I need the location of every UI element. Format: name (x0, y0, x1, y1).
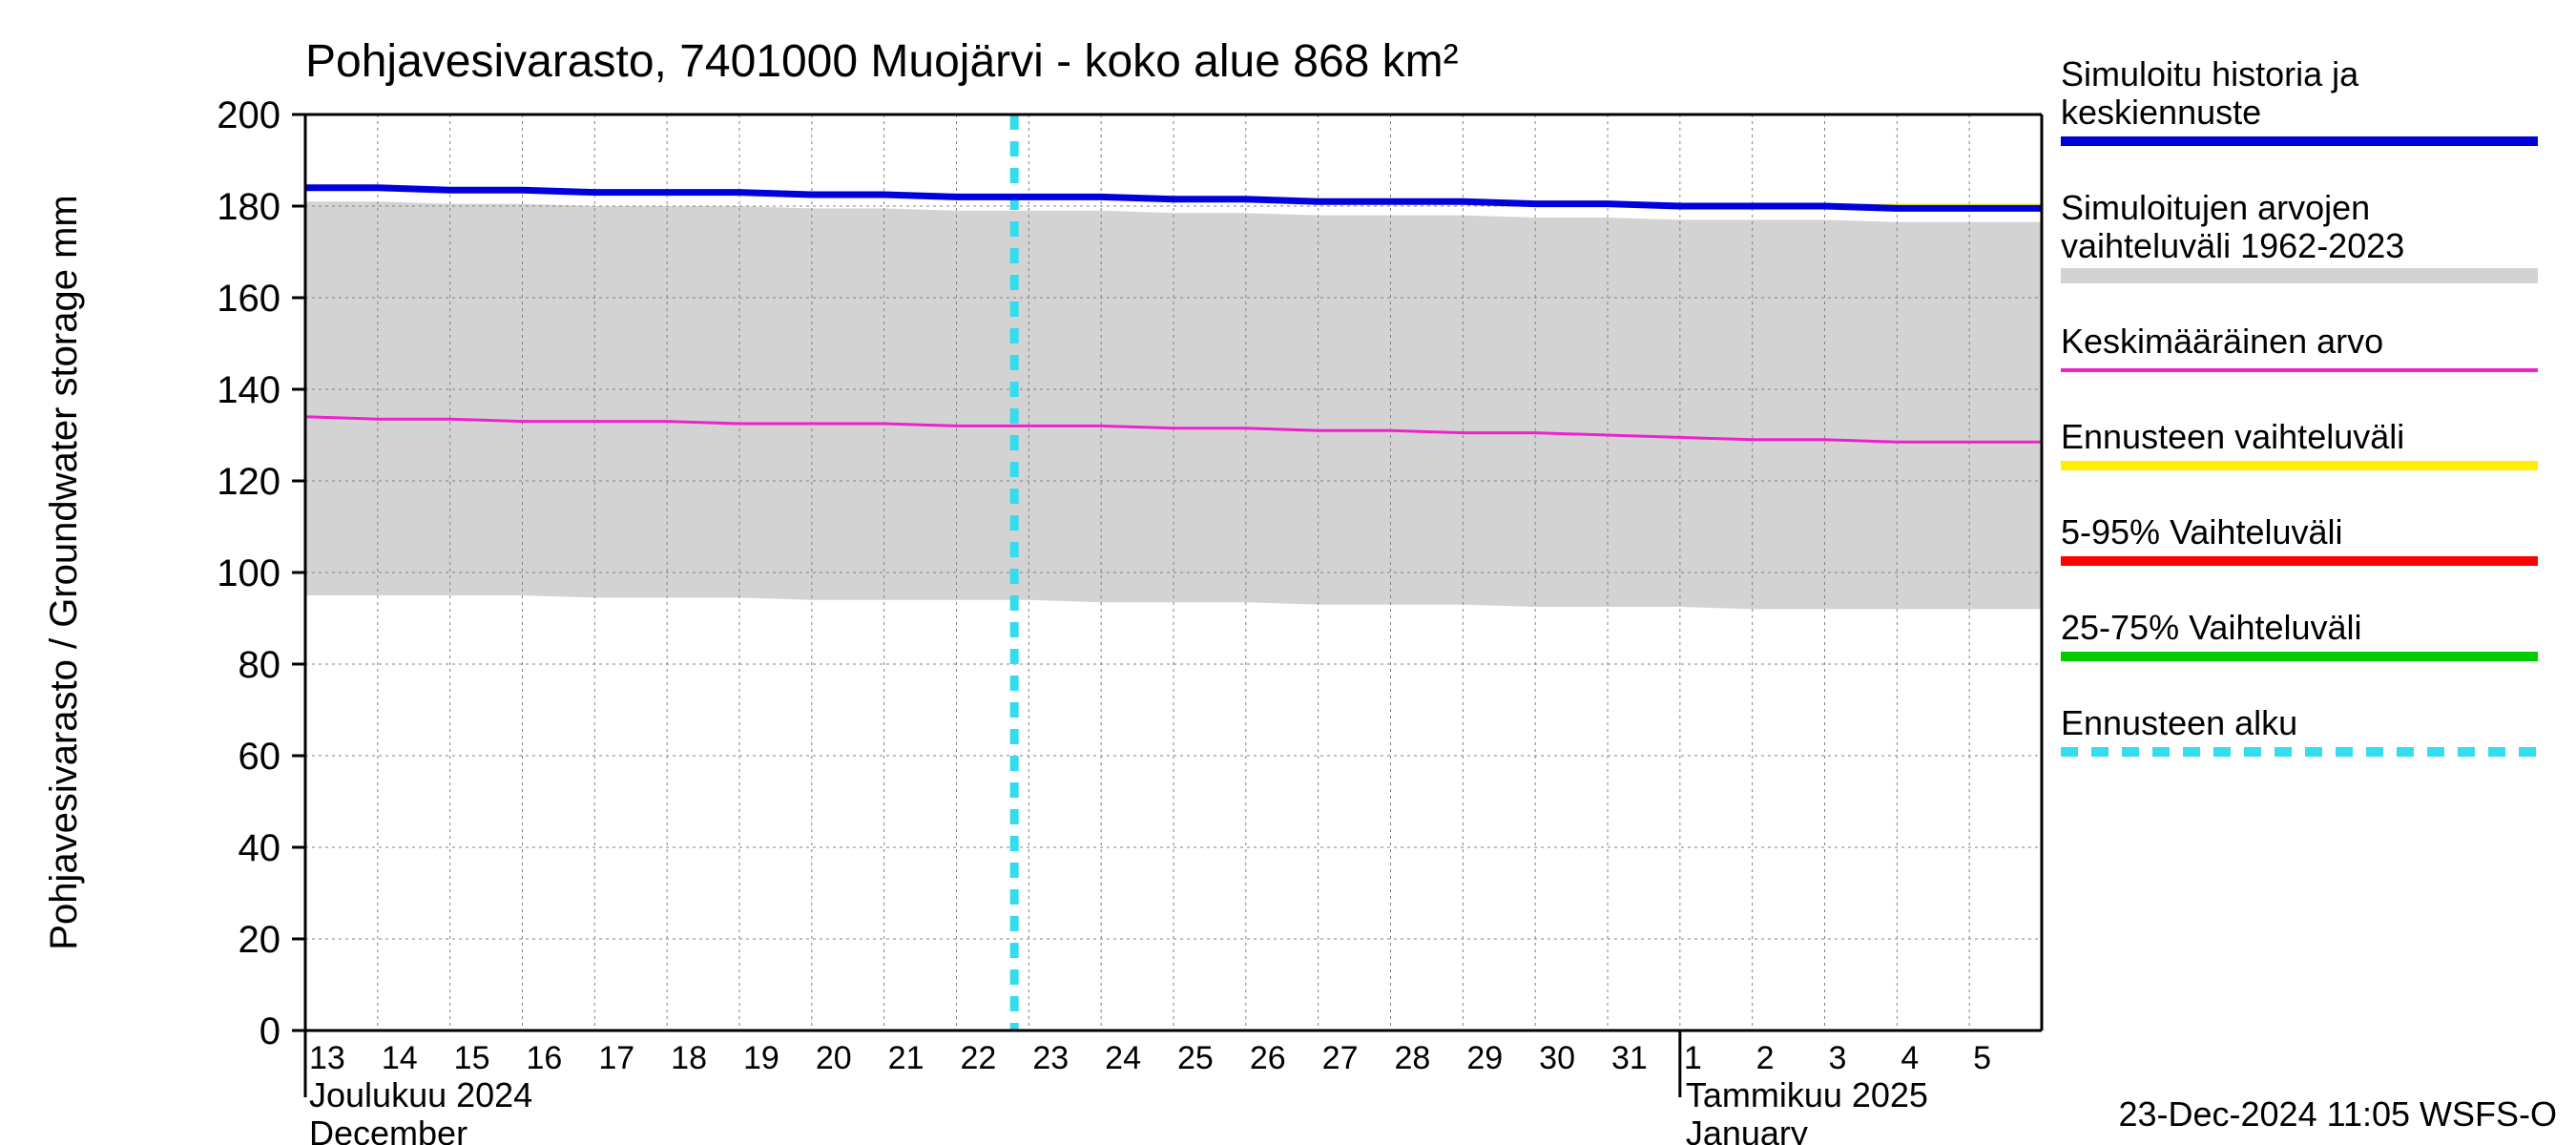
ytick-label: 120 (217, 461, 280, 503)
xtick-label: 24 (1105, 1040, 1141, 1076)
xtick-label: 28 (1395, 1040, 1431, 1076)
legend-swatch (2061, 268, 2538, 283)
xtick-label: 26 (1250, 1040, 1286, 1076)
chart-title: Pohjavesivarasto, 7401000 Muojärvi - kok… (305, 36, 1459, 87)
xtick-label: 13 (309, 1040, 345, 1076)
legend-label: Keskimääräinen arvo (2061, 322, 2383, 361)
xtick-label: 17 (598, 1040, 634, 1076)
xtick-label: 27 (1322, 1040, 1359, 1076)
xtick-label: 22 (961, 1040, 997, 1076)
xtick-label: 18 (671, 1040, 707, 1076)
legend-label: vaihteluväli 1962-2023 (2061, 226, 2404, 265)
chart-svg: 0204060801001201401601802001314151617181… (0, 0, 2576, 1145)
ytick-label: 80 (239, 644, 281, 686)
xtick-label: 4 (1901, 1040, 1919, 1076)
ytick-label: 0 (260, 1010, 280, 1052)
xtick-label: 16 (527, 1040, 563, 1076)
month-label-fi-1: Joulukuu 2024 (309, 1075, 532, 1114)
legend-label: keskiennuste (2061, 93, 2261, 132)
footer-timestamp: 23-Dec-2024 11:05 WSFS-O (2118, 1094, 2557, 1134)
ytick-label: 60 (239, 736, 281, 778)
xtick-label: 19 (743, 1040, 779, 1076)
xtick-label: 1 (1684, 1040, 1702, 1076)
xtick-label: 30 (1539, 1040, 1575, 1076)
legend-label: Ennusteen vaihteluväli (2061, 417, 2404, 456)
ytick-label: 160 (217, 278, 280, 320)
ytick-label: 20 (239, 919, 281, 961)
chart-container: 0204060801001201401601802001314151617181… (0, 0, 2576, 1145)
xtick-label: 2 (1756, 1040, 1775, 1076)
xtick-label: 15 (454, 1040, 490, 1076)
month-label-en-1: December (309, 1114, 467, 1145)
ytick-label: 140 (217, 369, 280, 411)
legend-label: Simuloitujen arvojen (2061, 188, 2370, 227)
ytick-label: 200 (217, 94, 280, 136)
xtick-label: 23 (1032, 1040, 1069, 1076)
y-axis-label: Pohjavesivarasto / Groundwater storage m… (43, 195, 85, 949)
xtick-label: 3 (1829, 1040, 1847, 1076)
ytick-label: 40 (239, 827, 281, 869)
xtick-label: 21 (888, 1040, 924, 1076)
legend-label: 5-95% Vaihteluväli (2061, 512, 2343, 552)
ytick-label: 180 (217, 186, 280, 228)
xtick-label: 14 (382, 1040, 418, 1076)
legend-label: Simuloitu historia ja (2061, 54, 2359, 94)
xtick-label: 5 (1973, 1040, 1991, 1076)
legend-label: Ennusteen alku (2061, 703, 2297, 742)
month-label-en-2: January (1686, 1114, 1808, 1145)
xtick-label: 29 (1466, 1040, 1503, 1076)
ytick-label: 100 (217, 552, 280, 594)
month-label-fi-2: Tammikuu 2025 (1686, 1075, 1928, 1114)
xtick-label: 20 (816, 1040, 852, 1076)
legend-label: 25-75% Vaihteluväli (2061, 608, 2362, 647)
xtick-label: 31 (1611, 1040, 1648, 1076)
xtick-label: 25 (1177, 1040, 1214, 1076)
